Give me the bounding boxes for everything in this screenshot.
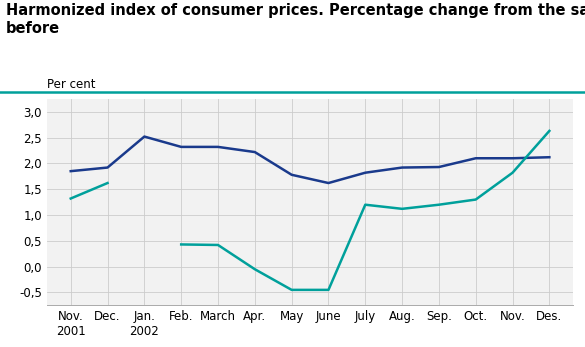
Text: Harmonized index of consumer prices. Percentage change from the same month one y: Harmonized index of consumer prices. Per… — [6, 3, 585, 36]
Text: Per cent: Per cent — [47, 78, 95, 91]
